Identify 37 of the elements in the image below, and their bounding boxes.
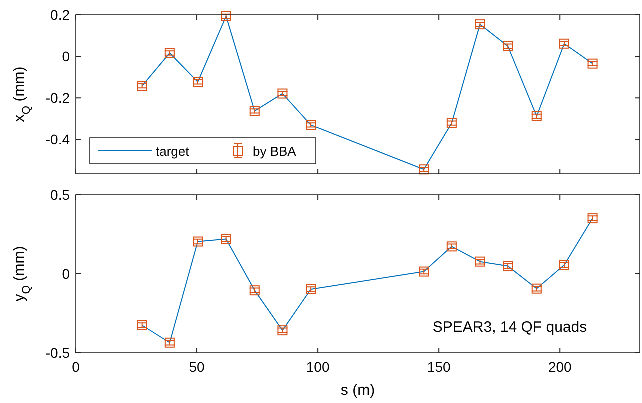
- legend-label: target: [156, 144, 190, 159]
- point: [250, 286, 260, 296]
- point: [306, 284, 316, 294]
- y-tick-label: -0.5: [46, 345, 70, 361]
- y-tick-label: 0: [62, 266, 70, 282]
- x-tick-label: 150: [427, 359, 451, 375]
- point: [164, 338, 175, 348]
- point: [419, 266, 430, 277]
- point: [588, 214, 598, 224]
- x-tick-label: 200: [548, 359, 572, 375]
- point: [164, 48, 175, 58]
- x-tick-label: 100: [306, 359, 330, 375]
- point: [588, 58, 598, 69]
- point: [306, 120, 316, 130]
- point: [532, 284, 542, 294]
- y-tick-label: 0.5: [50, 187, 70, 203]
- point: [278, 88, 288, 99]
- y-tick-label: 0.2: [50, 7, 70, 23]
- point: [221, 11, 232, 22]
- point: [137, 320, 148, 331]
- point: [250, 106, 260, 116]
- annotation: SPEAR3, 14 QF quads: [432, 319, 588, 336]
- point: [137, 81, 148, 92]
- point: [532, 111, 542, 122]
- x-tick-label: 0: [72, 359, 80, 375]
- y-tick-label: -0.2: [46, 90, 70, 106]
- point: [503, 41, 514, 52]
- point: [446, 118, 457, 128]
- legend-label: by BBA: [253, 144, 297, 159]
- y-tick-label: -0.4: [46, 132, 70, 148]
- x-axis-title: s (m): [340, 382, 376, 399]
- point: [559, 38, 570, 49]
- point: [475, 20, 486, 30]
- y-tick-label: 0: [62, 48, 70, 65]
- point: [278, 326, 288, 336]
- x-tick-label: 50: [189, 359, 206, 375]
- point: [193, 77, 203, 88]
